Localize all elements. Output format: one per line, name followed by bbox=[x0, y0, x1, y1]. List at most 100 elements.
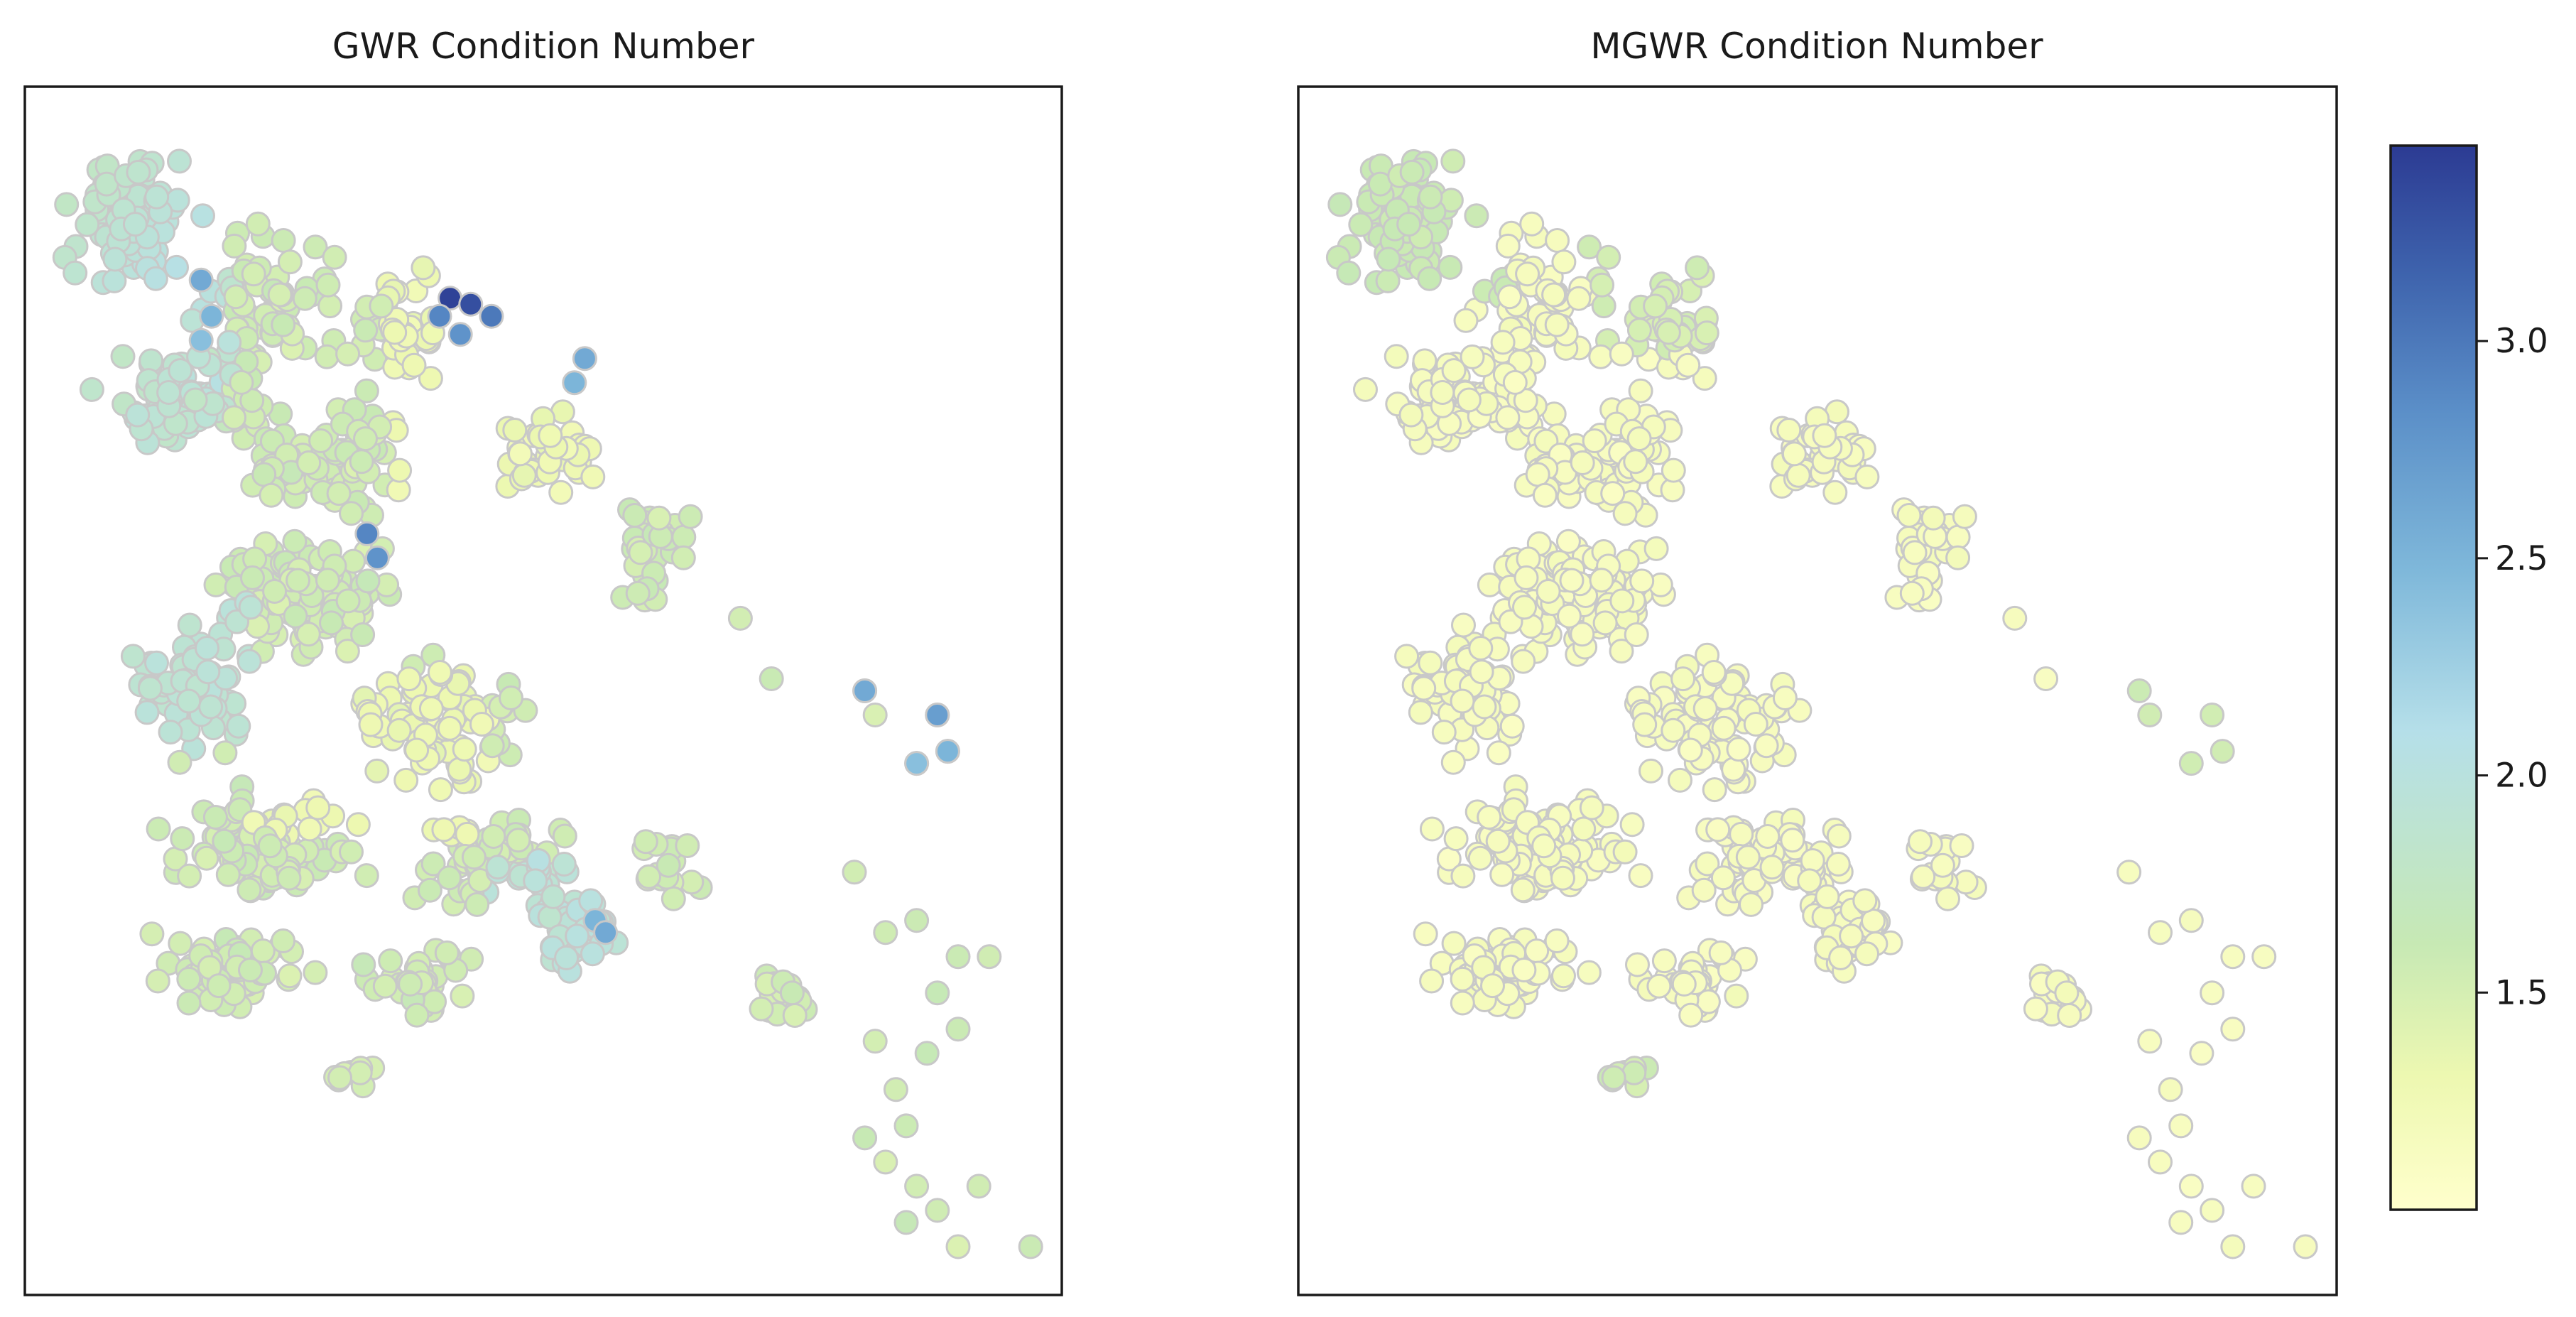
scatter-point bbox=[1671, 971, 1697, 997]
scatter-point bbox=[326, 481, 352, 506]
scatter-point bbox=[593, 920, 619, 945]
colorbar-tick-label: 3.0 bbox=[2495, 322, 2548, 361]
scatter-point bbox=[319, 610, 344, 636]
scatter-point bbox=[241, 261, 266, 287]
scatter-point bbox=[873, 920, 898, 945]
scatter-point bbox=[2057, 1003, 2082, 1028]
scatter-point bbox=[1675, 352, 1701, 378]
scatter-point bbox=[339, 501, 364, 526]
scatter-point bbox=[1450, 966, 1475, 992]
scatter-point bbox=[1477, 805, 1502, 830]
scatter-point bbox=[1828, 945, 1854, 970]
scatter-point bbox=[1441, 931, 1467, 956]
scatter-point bbox=[479, 303, 504, 329]
scatter-point bbox=[2189, 1041, 2214, 1066]
scatter-point bbox=[2251, 944, 2277, 970]
scatter-point bbox=[283, 603, 308, 629]
scatter-point bbox=[54, 192, 80, 217]
scatter-point bbox=[1497, 284, 1522, 310]
scatter-point bbox=[749, 996, 774, 1021]
scatter-point bbox=[1930, 852, 1955, 878]
scatter-point bbox=[511, 462, 537, 488]
scatter-point bbox=[1852, 888, 1878, 914]
scatter-point bbox=[202, 805, 228, 830]
scatter-point bbox=[2158, 1077, 2183, 1102]
scatter-point bbox=[1935, 886, 1960, 911]
scatter-point bbox=[1646, 973, 1672, 999]
scatter-point bbox=[1589, 272, 1615, 298]
scatter-point bbox=[1591, 293, 1616, 319]
scatter-point bbox=[1464, 203, 1489, 229]
scatter-point bbox=[727, 605, 753, 631]
scatter-point bbox=[2178, 1174, 2204, 1199]
scatter-point bbox=[1419, 816, 1445, 842]
scatter-point bbox=[1702, 777, 1727, 803]
scatter-point bbox=[1651, 948, 1677, 974]
scatter-point bbox=[195, 636, 219, 661]
scatter-point bbox=[322, 244, 347, 270]
scatter-point bbox=[551, 852, 577, 877]
scatter-point bbox=[925, 1198, 950, 1223]
scatter-point bbox=[1450, 688, 1475, 714]
scatter-point bbox=[538, 423, 563, 448]
scatter-point bbox=[1418, 650, 1443, 676]
scatter-point bbox=[144, 184, 170, 210]
scatter-point bbox=[428, 777, 453, 803]
scatter-point bbox=[625, 580, 651, 606]
colorbar-gradient bbox=[2389, 144, 2478, 1211]
scatter-point bbox=[351, 952, 376, 977]
scatter-point bbox=[447, 757, 472, 782]
scatter-point bbox=[378, 948, 403, 974]
scatter-point bbox=[2033, 666, 2059, 691]
scatter-point bbox=[1513, 388, 1538, 413]
scatter-point bbox=[1612, 501, 1638, 526]
scatter-point bbox=[170, 826, 195, 852]
scatter-point bbox=[164, 254, 189, 280]
scatter-point bbox=[782, 1003, 808, 1028]
mgwr-panel: MGWR Condition Number bbox=[1297, 26, 2338, 1296]
scatter-point bbox=[411, 255, 436, 281]
scatter-point bbox=[215, 862, 241, 887]
scatter-point bbox=[759, 666, 784, 691]
scatter-point bbox=[2178, 751, 2204, 776]
scatter-point bbox=[350, 622, 376, 647]
scatter-point bbox=[656, 852, 681, 878]
scatter-point bbox=[382, 320, 408, 345]
colorbar: 1.5 2.0 2.5 3.0 bbox=[2389, 144, 2548, 1211]
scatter-point bbox=[1797, 868, 1822, 894]
scatter-point bbox=[167, 148, 192, 174]
scatter-point bbox=[369, 293, 394, 319]
scatter-point bbox=[177, 863, 202, 889]
scatter-point bbox=[345, 812, 371, 838]
scatter-point bbox=[282, 529, 308, 554]
scatter-point bbox=[75, 212, 100, 237]
scatter-point bbox=[1559, 568, 1585, 593]
scatter-point bbox=[1945, 524, 1971, 550]
gwr-points bbox=[52, 148, 1043, 1259]
scatter-point bbox=[418, 366, 443, 391]
scatter-point bbox=[1724, 983, 1749, 1009]
scatter-point bbox=[1899, 580, 1925, 606]
scatter-point bbox=[1510, 877, 1536, 903]
scatter-point bbox=[277, 249, 303, 275]
scatter-point bbox=[1692, 366, 1717, 391]
colorbar-tick-label: 1.5 bbox=[2495, 973, 2548, 1012]
scatter-point bbox=[1480, 973, 1505, 999]
scatter-point bbox=[1536, 579, 1561, 604]
scatter-point bbox=[2054, 980, 2080, 1006]
scatter-point bbox=[335, 588, 361, 614]
scatter-point bbox=[646, 505, 672, 531]
scatter-point bbox=[198, 694, 224, 720]
scatter-point bbox=[396, 666, 422, 692]
scatter-point bbox=[176, 990, 202, 1016]
scatter-point bbox=[1551, 249, 1577, 275]
scatter-point bbox=[1726, 737, 1751, 762]
scatter-point bbox=[548, 479, 574, 505]
scatter-point bbox=[110, 344, 136, 369]
scatter-point bbox=[1623, 449, 1648, 475]
scatter-point bbox=[1908, 829, 1933, 855]
scatter-point bbox=[1678, 737, 1703, 763]
scatter-point bbox=[1624, 622, 1649, 647]
scatter-point bbox=[295, 622, 321, 647]
scatter-point bbox=[2200, 703, 2225, 727]
